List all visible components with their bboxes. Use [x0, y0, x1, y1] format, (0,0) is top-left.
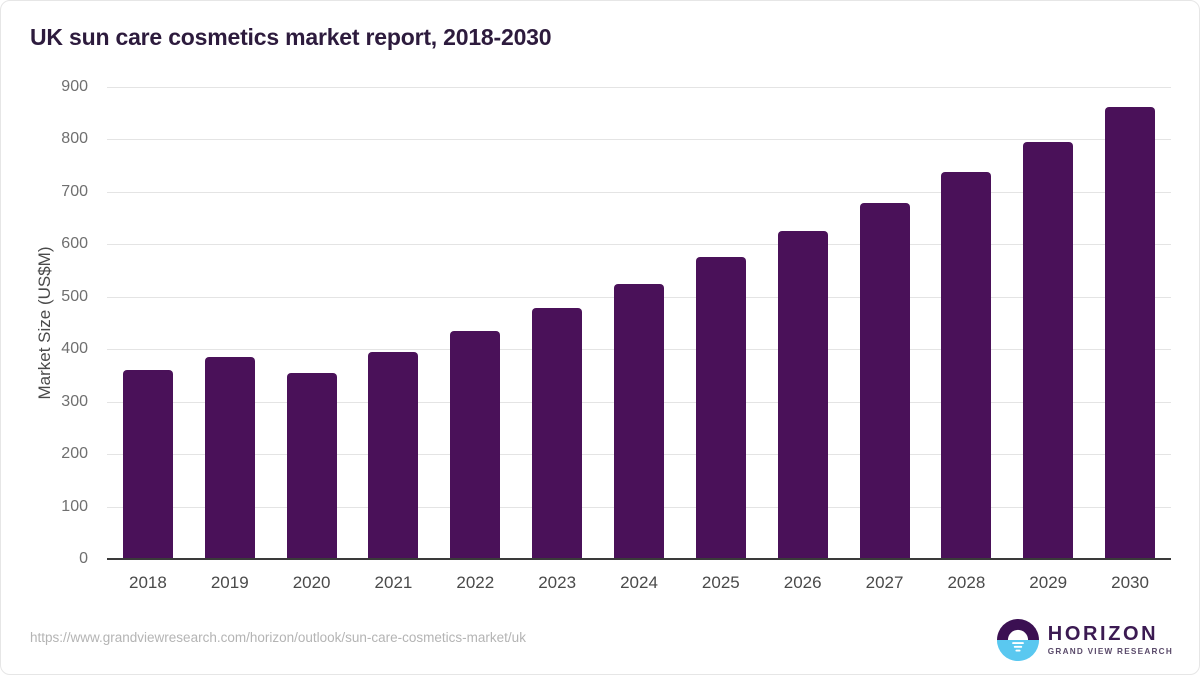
x-axis-tick-label: 2020: [292, 573, 331, 592]
y-axis-tick-label: 200: [61, 445, 88, 463]
y-axis-tick-label: 700: [61, 182, 88, 200]
x-axis-tick-label: 2026: [783, 573, 822, 592]
y-axis-title: Market Size (US$M): [35, 246, 54, 400]
x-axis-tick-label: 2022: [456, 573, 495, 592]
x-axis-tick-label: 2029: [1029, 573, 1068, 592]
page-title: UK sun care cosmetics market report, 201…: [30, 24, 552, 50]
bar[interactable]: [614, 284, 664, 559]
x-axis-line: [107, 558, 1171, 560]
x-axis-tick-label: 2023: [538, 573, 577, 592]
x-axis-tick-label: 2025: [701, 573, 740, 592]
y-axis-tick-label: 400: [61, 340, 88, 358]
x-axis-tick-label: 2030: [1111, 573, 1149, 592]
logo-wordmark: HORIZON: [1047, 622, 1159, 645]
bar[interactable]: [695, 257, 746, 559]
bar[interactable]: [777, 231, 828, 559]
y-axis-tick-label: 800: [61, 130, 88, 148]
x-axis-tick-label: 2027: [865, 573, 904, 592]
logo-tagline: GRAND VIEW RESEARCH: [1047, 646, 1173, 656]
horizon-logo-icon: [996, 619, 1039, 661]
bar[interactable]: [368, 352, 419, 559]
gridline: [107, 244, 1171, 246]
x-axis-tick-label: 2024: [620, 573, 658, 592]
y-axis-tick-label: 0: [79, 550, 88, 567]
bar[interactable]: [450, 330, 501, 559]
bar[interactable]: [286, 372, 337, 559]
x-axis-tick-label: 2019: [210, 573, 249, 592]
bar[interactable]: [941, 171, 992, 559]
y-axis-tick-label: 600: [61, 235, 88, 253]
source-url[interactable]: https://www.grandviewresearch.com/horizo…: [30, 630, 526, 645]
bar[interactable]: [532, 308, 583, 559]
y-axis-tick-label: 300: [61, 392, 88, 410]
bar[interactable]: [122, 370, 173, 559]
y-axis-tick-label: 900: [61, 78, 88, 95]
bar[interactable]: [204, 356, 255, 559]
gridline: [107, 191, 1171, 193]
bar[interactable]: [1105, 107, 1156, 559]
gridline: [107, 87, 1171, 88]
horizon-logo[interactable]: HORIZON GRAND VIEW RESEARCH: [996, 617, 1173, 663]
y-axis-tick-label: 100: [61, 497, 88, 515]
logo-text: HORIZON GRAND VIEW RESEARCH: [1048, 624, 1173, 656]
x-axis-tick-label: 2021: [374, 573, 413, 592]
y-axis-tick-label: 500: [61, 287, 88, 305]
bar[interactable]: [1023, 141, 1074, 559]
plot-area: Market Size (US$M) 0 100 200 300 400 500 600 70…: [35, 78, 1171, 592]
gridline: [107, 139, 1171, 141]
bar[interactable]: [859, 202, 910, 559]
x-axis-tick-label: 2028: [947, 573, 986, 592]
x-axis-tick-label: 2018: [129, 573, 167, 592]
